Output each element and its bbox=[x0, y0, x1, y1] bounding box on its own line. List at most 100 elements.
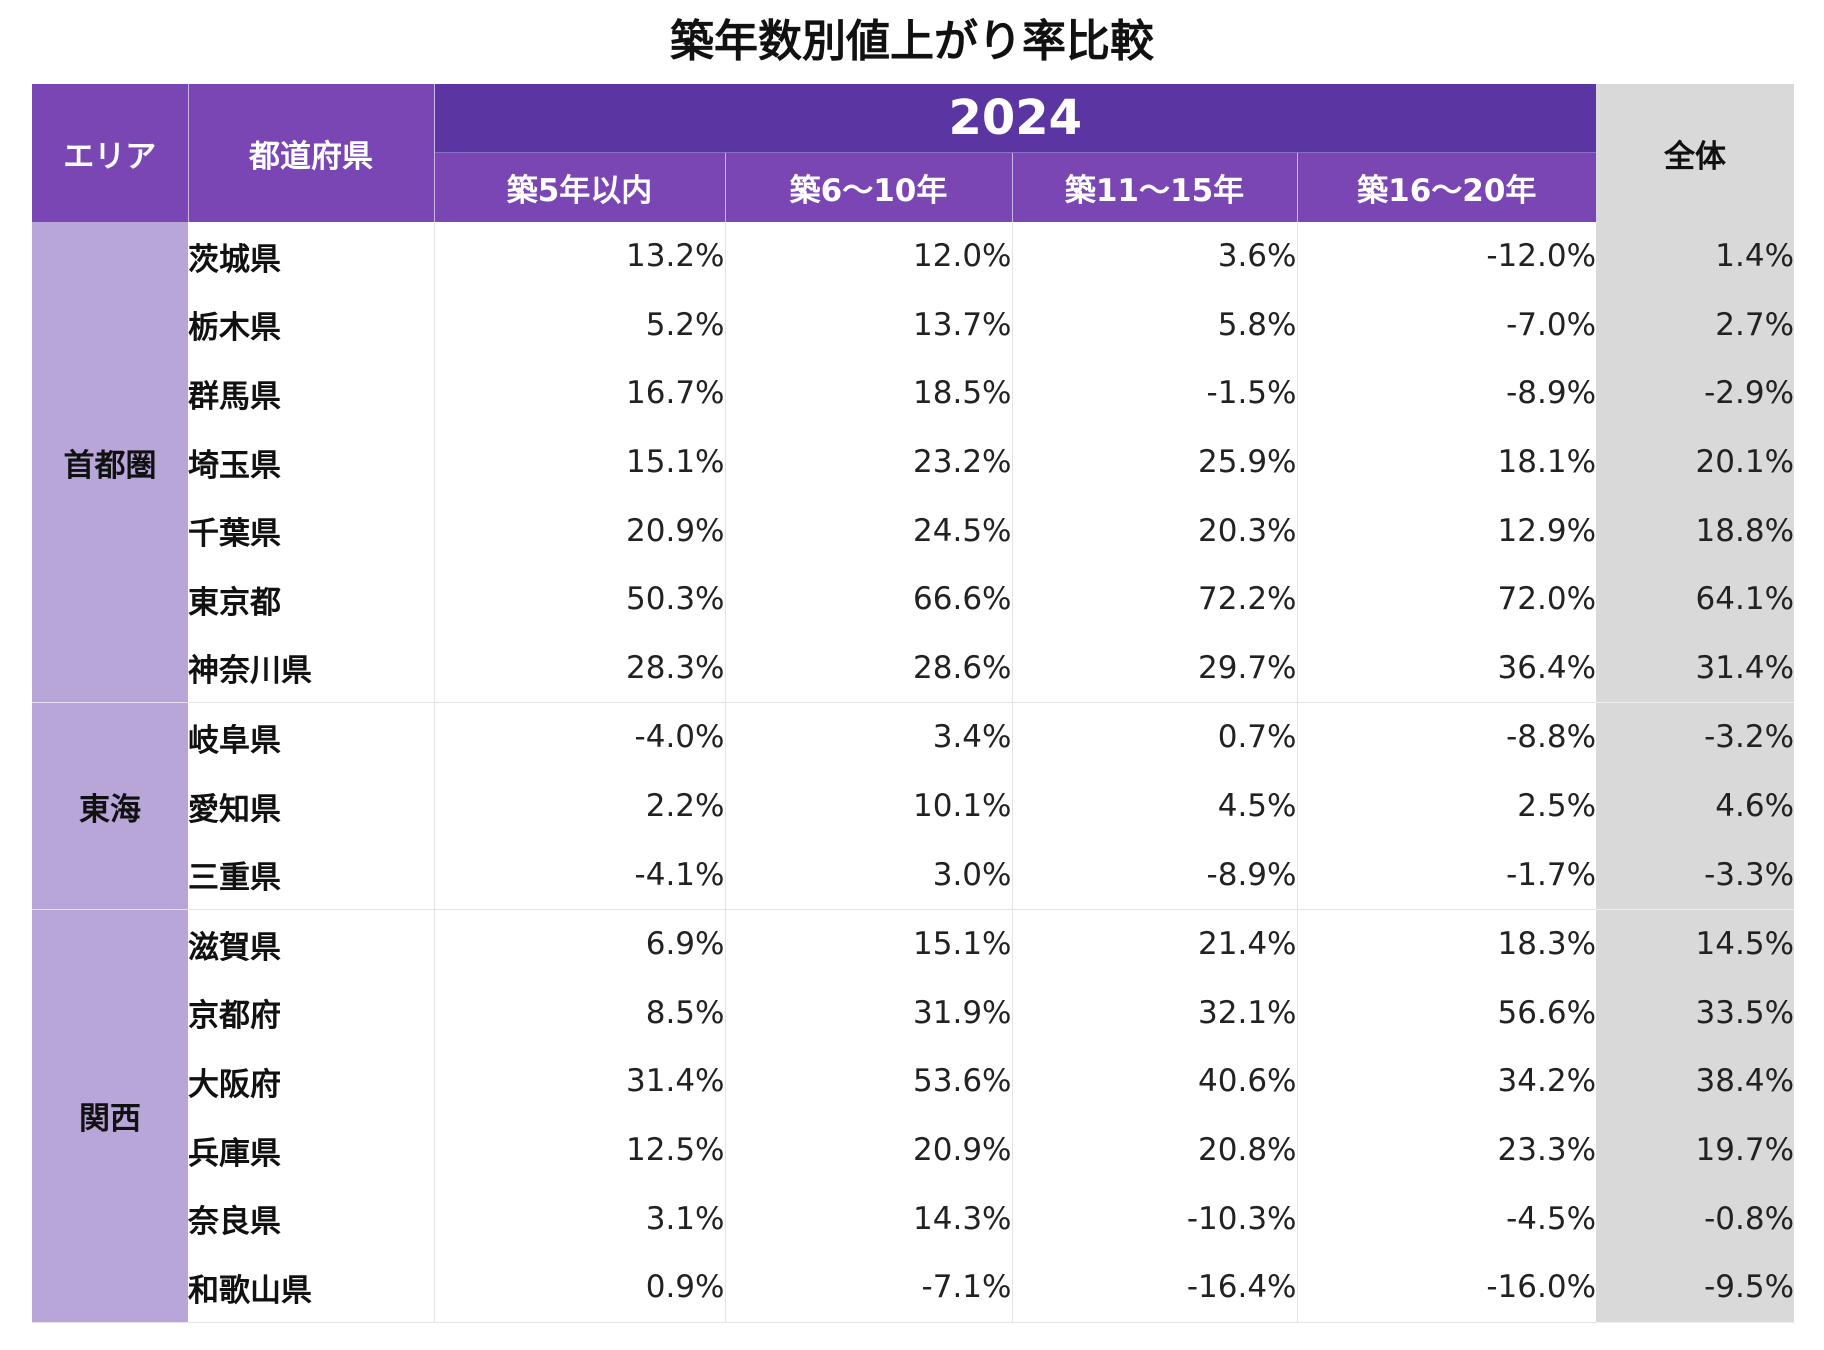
comparison-table: エリア 都道府県 2024 全体 築5年以内 築6〜10年 築11〜15年 築1… bbox=[32, 84, 1795, 1323]
area-cell: 関西 bbox=[32, 909, 188, 1323]
column-header-0-5y: 築5年以内 bbox=[434, 152, 726, 222]
value-cell: 50.3% bbox=[434, 564, 726, 634]
table-row: 東海 岐阜県 -4.0% 3.4% 0.7% -8.8% -3.2% bbox=[32, 702, 1795, 910]
value-cell: 2.5% bbox=[1517, 788, 1597, 825]
value-cell: 72.0% bbox=[1497, 581, 1597, 618]
value-cell: 0.9% bbox=[434, 1252, 726, 1323]
table-row: 奈良県 3.1% 14.3% -10.3% -4.5% -0.8% bbox=[32, 1184, 1795, 1253]
total-cell: 18.8% bbox=[1596, 496, 1795, 565]
value-cell: 21.4% bbox=[1012, 909, 1298, 979]
table-row: 神奈川県 28.3% 28.6% 29.7% 36.4% 31.4% bbox=[32, 633, 1795, 704]
total-cell: 31.4% bbox=[1596, 633, 1795, 704]
column-header-11-15y: 築11〜15年 bbox=[1012, 152, 1298, 222]
column-header-16-20y: 築16〜20年 bbox=[1297, 152, 1597, 222]
prefecture-cell: 岐阜県 bbox=[188, 702, 435, 772]
value-cell: 25.9% bbox=[1012, 427, 1298, 497]
value-cell: -7.1% bbox=[725, 1252, 1013, 1323]
table-body: 首都圏 茨城県 13.2% 12.0% 3.6% -12.0% 1.4% 栃木県 5.2% 13.… bbox=[32, 222, 1795, 1323]
table-row: 首都圏 茨城県 13.2% 12.0% 3.6% -12.0% 1.4% bbox=[32, 222, 1795, 704]
prefecture-cell: 和歌山県 bbox=[188, 1252, 435, 1323]
value-cell: -4.5% bbox=[1506, 1200, 1597, 1237]
total-cell: -3.3% bbox=[1596, 840, 1795, 910]
prefecture-cell: 群馬県 bbox=[188, 359, 435, 428]
table-row: 兵庫県 12.5% 20.9% 20.8% 23.3% 19.7% bbox=[32, 1115, 1795, 1185]
value-cell: -8.9% bbox=[1506, 375, 1597, 412]
value-cell: -7.0% bbox=[1506, 306, 1597, 343]
chart-title: 築年数別値上がり率比較 bbox=[670, 16, 1154, 67]
value-cell: 20.9% bbox=[434, 496, 726, 565]
value-cell: 14.3% bbox=[725, 1184, 1013, 1253]
value-cell: 16.7% bbox=[434, 359, 726, 428]
value-cell: 5.8% bbox=[1012, 290, 1298, 360]
value-cell: -1.7% bbox=[1297, 840, 1597, 910]
table-row: 東京都 50.3% 66.6% 72.2% 72.0% 64.1% bbox=[32, 564, 1795, 634]
value-cell: 31.9% bbox=[725, 978, 1013, 1048]
value-cell: 3.1% bbox=[434, 1184, 726, 1253]
value-cell: 3.6% bbox=[1012, 222, 1298, 291]
table-row: 埼玉県 15.1% 23.2% 25.9% 18.1% 20.1% bbox=[32, 427, 1795, 497]
value-cell: 66.6% bbox=[725, 564, 1013, 634]
prefecture-cell: 兵庫県 bbox=[188, 1115, 435, 1185]
value-cell: -8.9% bbox=[1012, 840, 1298, 910]
value-cell: 13.7% bbox=[725, 290, 1013, 360]
total-cell: 64.1% bbox=[1596, 564, 1795, 634]
prefecture-cell: 茨城県 bbox=[188, 222, 435, 291]
prefecture-cell: 滋賀県 bbox=[188, 909, 435, 979]
value-cell: 15.1% bbox=[434, 427, 726, 497]
total-cell: -3.2% bbox=[1596, 702, 1795, 772]
value-cell: 31.4% bbox=[434, 1047, 726, 1116]
value-cell: -10.3% bbox=[1012, 1184, 1298, 1253]
year-header: 2024 bbox=[434, 84, 1597, 153]
value-cell: -1.5% bbox=[1012, 359, 1298, 428]
value-cell: 12.9% bbox=[1497, 512, 1597, 549]
table-row: 三重県 -4.1% 3.0% -8.9% -1.7% -3.3% bbox=[32, 840, 1795, 910]
prefecture-cell: 埼玉県 bbox=[188, 427, 435, 497]
prefecture-cell: 栃木県 bbox=[188, 290, 435, 360]
table-row: 愛知県 2.2% 10.1% 4.5% 2.5% 4.6% bbox=[32, 771, 1795, 841]
table-row: 栃木県 5.2% 13.7% 5.8% -7.0% 2.7% bbox=[32, 290, 1795, 360]
value-cell: 36.4% bbox=[1297, 633, 1597, 704]
value-cell: 23.3% bbox=[1497, 1132, 1597, 1169]
value-cell: 20.3% bbox=[1012, 496, 1298, 565]
value-cell: 29.7% bbox=[1012, 633, 1298, 704]
value-cell: 12.5% bbox=[434, 1115, 726, 1185]
value-cell: 6.9% bbox=[434, 909, 726, 979]
area-cell: 東海 bbox=[32, 702, 188, 910]
total-cell: 19.7% bbox=[1596, 1115, 1795, 1185]
prefecture-cell: 三重県 bbox=[188, 840, 435, 910]
total-cell: 20.1% bbox=[1596, 427, 1795, 497]
table-row: 群馬県 16.7% 18.5% -1.5% -8.9% -2.9% bbox=[32, 359, 1795, 428]
value-cell: 18.3% bbox=[1497, 926, 1597, 963]
value-cell: 32.1% bbox=[1012, 978, 1298, 1048]
total-cell: -0.8% bbox=[1596, 1184, 1795, 1253]
value-cell: 40.6% bbox=[1012, 1047, 1298, 1116]
total-cell: 2.7% bbox=[1596, 290, 1795, 360]
table-row: 大阪府 31.4% 53.6% 40.6% 34.2% 38.4% bbox=[32, 1047, 1795, 1116]
value-cell: -8.8% bbox=[1506, 719, 1597, 756]
value-cell: 12.0% bbox=[725, 222, 1013, 291]
table-row: 関西 滋賀県 6.9% 15.1% 21.4% 18.3% 14.5% bbox=[32, 909, 1795, 1323]
prefecture-cell: 奈良県 bbox=[188, 1184, 435, 1253]
table-row: 京都府 8.5% 31.9% 32.1% 56.6% 33.5% bbox=[32, 978, 1795, 1048]
value-cell: 3.0% bbox=[725, 840, 1013, 910]
total-cell: -9.5% bbox=[1596, 1252, 1795, 1323]
value-cell: 72.2% bbox=[1012, 564, 1298, 634]
value-cell: 53.6% bbox=[725, 1047, 1013, 1116]
value-cell: 0.7% bbox=[1012, 702, 1298, 772]
prefecture-header: 都道府県 bbox=[188, 84, 435, 222]
value-cell: 13.2% bbox=[434, 222, 726, 291]
column-header-6-10y: 築6〜10年 bbox=[725, 152, 1013, 222]
value-cell: -4.0% bbox=[434, 702, 726, 772]
area-cell: 首都圏 bbox=[32, 222, 188, 704]
value-cell: 15.1% bbox=[725, 909, 1013, 979]
prefecture-cell: 神奈川県 bbox=[188, 633, 435, 704]
value-cell: 3.4% bbox=[725, 702, 1013, 772]
value-cell: 23.2% bbox=[725, 427, 1013, 497]
value-cell: 5.2% bbox=[434, 290, 726, 360]
total-cell: -2.9% bbox=[1596, 359, 1795, 428]
value-cell: 56.6% bbox=[1497, 994, 1597, 1031]
value-cell: 2.2% bbox=[434, 771, 726, 841]
value-cell: 4.5% bbox=[1012, 771, 1298, 841]
prefecture-cell: 千葉県 bbox=[188, 496, 435, 565]
